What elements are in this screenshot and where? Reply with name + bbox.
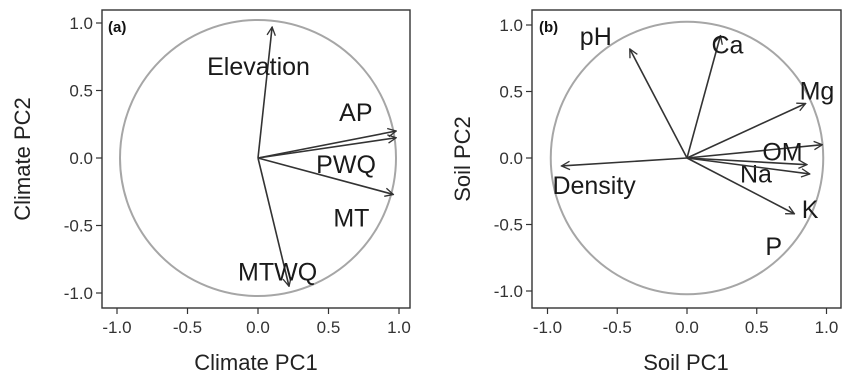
panel-a: -1.0 -0.5 0.0 0.5 1.0 -1.0 -0.5 0.0 0.5 1.0 Elev… <box>10 9 411 375</box>
loading-arrow-density <box>561 157 688 166</box>
loading-arrow-ph <box>629 49 688 159</box>
x-tick-label: 1.0 <box>387 318 411 337</box>
vector-label-mg: Mg <box>800 77 835 105</box>
y-tick-label: 1.0 <box>69 14 93 33</box>
panel-b-x-axis-label: Soil PC1 <box>643 350 729 375</box>
loading-arrow-om <box>686 145 822 159</box>
x-tick-label: -0.5 <box>173 318 202 337</box>
loading-arrow-mt <box>257 157 393 194</box>
vector-label-density: Density <box>552 172 636 200</box>
vector-label-ca: Ca <box>711 32 743 60</box>
y-tick-label: 0.0 <box>69 149 93 168</box>
y-tick-label: 1.0 <box>499 16 523 35</box>
y-tick-label: -0.5 <box>494 216 523 235</box>
panel-a-yticks: -1.0 -0.5 0.0 0.5 1.0 <box>64 14 102 303</box>
panel-b: -1.0 -0.5 0.0 0.5 1.0 -1.0 -0.5 0.0 0.5 1.0 pH Ca… <box>450 9 842 375</box>
panel-a-frame <box>101 9 411 309</box>
y-tick-label: 0.5 <box>499 83 523 102</box>
panel-a-y-axis-label: Climate PC2 <box>10 97 35 220</box>
x-tick-label: 0.5 <box>745 318 769 337</box>
x-tick-label: -1.0 <box>533 318 562 337</box>
panel-b-label: (b) <box>539 19 558 36</box>
vector-label-p: P <box>765 233 782 261</box>
x-tick-label: 0.0 <box>675 318 699 337</box>
loading-arrow-elevation <box>257 27 272 159</box>
panel-b-y-axis-label: Soil PC2 <box>450 116 475 202</box>
x-tick-label: -1.0 <box>102 318 131 337</box>
loading-arrow-na <box>686 157 807 165</box>
loading-arrow-pwq <box>257 138 396 159</box>
panel-a-label: (a) <box>108 19 126 36</box>
y-tick-label: 0.5 <box>69 82 93 101</box>
x-tick-label: 1.0 <box>815 318 839 337</box>
panel-b-yticks: -1.0 -0.5 0.0 0.5 1.0 <box>494 16 532 301</box>
x-tick-label: -0.5 <box>603 318 632 337</box>
panel-a-x-axis-label: Climate PC1 <box>194 350 317 375</box>
y-tick-label: -1.0 <box>494 282 523 301</box>
vector-label-ph: pH <box>580 23 612 51</box>
panel-b-xticks: -1.0 -0.5 0.0 0.5 1.0 <box>533 308 838 337</box>
loading-arrow-mtwq <box>257 157 289 286</box>
panel-b-unit-circle <box>549 20 825 296</box>
vector-label-pwq: PWQ <box>316 151 376 179</box>
vector-label-ap: AP <box>339 99 372 127</box>
loading-arrow-ap <box>257 131 396 159</box>
panel-a-vectors: Elevation AP PWQ MT MTWQ <box>207 27 396 286</box>
y-tick-label: 0.0 <box>499 149 523 168</box>
panel-a-xticks: -1.0 -0.5 0.0 0.5 1.0 <box>102 308 411 337</box>
vector-label-mt: MT <box>333 204 369 232</box>
x-tick-label: 0.5 <box>317 318 341 337</box>
vector-label-k: K <box>802 196 819 224</box>
y-tick-label: -1.0 <box>64 284 93 303</box>
x-tick-label: 0.0 <box>246 318 270 337</box>
y-tick-label: -0.5 <box>64 217 93 236</box>
vector-label-elevation: Elevation <box>207 53 310 81</box>
loading-arrow-k <box>686 157 810 174</box>
vector-label-mtwq: MTWQ <box>238 258 317 286</box>
panel-a-unit-circle <box>119 19 397 297</box>
loading-arrow-mg <box>686 103 806 159</box>
loading-arrow-p <box>686 157 794 215</box>
loading-arrow-ca <box>686 36 720 159</box>
